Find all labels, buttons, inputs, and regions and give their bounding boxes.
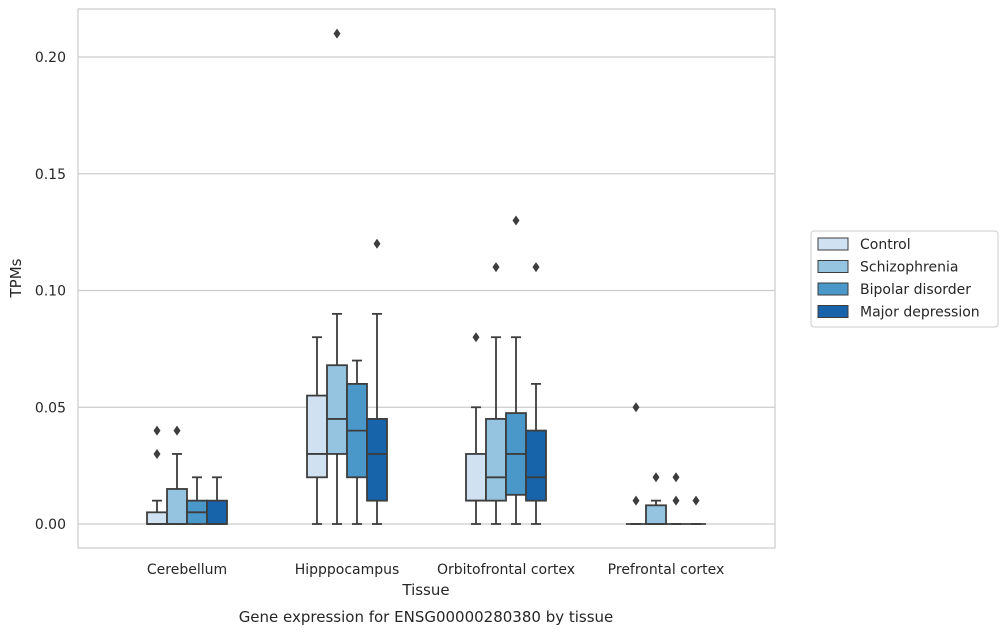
box-control	[146, 425, 168, 525]
box-bipolar-disorder	[505, 215, 527, 525]
box-control	[626, 402, 646, 525]
box-body	[206, 499, 228, 525]
legend-label: Bipolar disorder	[860, 282, 971, 298]
outlier-point	[672, 472, 680, 483]
legend: Control Schizophrenia Bipolar disorder Majo…	[810, 230, 999, 328]
y-tick-label: 0.15	[35, 167, 66, 183]
x-tick-label: Prefrontal cortex	[608, 562, 725, 578]
box-bipolar-disorder	[186, 476, 208, 525]
outlier-point	[532, 262, 540, 273]
box-major-depression	[525, 262, 547, 525]
x-tick-label: Orbitofrontal cortex	[437, 562, 575, 578]
box-body	[166, 488, 188, 525]
outlier-point	[153, 425, 161, 436]
box-body	[465, 453, 487, 502]
box-schizophrenia	[166, 425, 188, 525]
legend-label: Major depression	[860, 305, 980, 321]
legend-label: Schizophrenia	[860, 260, 958, 276]
y-tick-labels: 0.00 0.05 0.10 0.15 0.20	[35, 50, 66, 533]
box-bipolar-disorder	[666, 472, 686, 525]
box-control	[306, 336, 328, 525]
box-major-depression	[686, 495, 706, 525]
y-tick-label: 0.10	[35, 284, 66, 300]
box-bipolar-disorder	[346, 359, 368, 525]
legend-swatch	[817, 237, 849, 251]
legend-swatch	[817, 260, 849, 273]
outlier-point	[632, 495, 640, 506]
legend-frame	[810, 230, 999, 328]
x-tick-labels: Cerebellum Hipppocampus Orbitofrontal cort…	[147, 562, 724, 578]
x-tick-label: Cerebellum	[147, 562, 227, 578]
legend-label: Control	[860, 237, 911, 253]
box-major-depression	[366, 238, 388, 525]
box-body	[146, 511, 168, 525]
x-axis-label: Tissue	[401, 581, 449, 599]
box-schizophrenia	[485, 262, 507, 525]
outlier-point	[652, 472, 660, 483]
legend-swatch	[817, 305, 849, 318]
outlier-point	[512, 215, 520, 226]
outlier-point	[632, 402, 640, 413]
plot-frame	[77, 8, 776, 549]
x-tick-label: Hipppocampus	[295, 562, 400, 578]
outlier-point	[173, 425, 181, 436]
box-body	[306, 394, 328, 479]
outlier-point	[672, 495, 680, 506]
box-control	[465, 332, 487, 525]
y-tick-label: 0.05	[35, 400, 66, 416]
box-body	[485, 418, 507, 502]
box-body	[645, 504, 667, 525]
outlier-point	[492, 262, 500, 273]
chart-caption: Gene expression for ENSG00000280380 by t…	[239, 608, 614, 626]
outlier-point	[373, 238, 381, 249]
legend-swatch	[817, 282, 849, 296]
outlier-point	[472, 332, 480, 343]
grid-lines	[78, 56, 775, 525]
y-tick-label: 0.20	[35, 50, 66, 66]
boxes	[146, 28, 706, 525]
outlier-point	[333, 28, 341, 39]
outlier-point	[153, 448, 161, 459]
box-body	[366, 418, 388, 502]
box-body	[525, 429, 547, 502]
outlier-point	[692, 495, 700, 506]
box-body	[326, 364, 348, 455]
y-axis-label: TPMs	[7, 258, 25, 298]
box-schizophrenia	[326, 28, 348, 525]
y-tick-label: 0.00	[35, 517, 66, 533]
box-major-depression	[206, 476, 228, 525]
box-schizophrenia	[645, 472, 667, 525]
